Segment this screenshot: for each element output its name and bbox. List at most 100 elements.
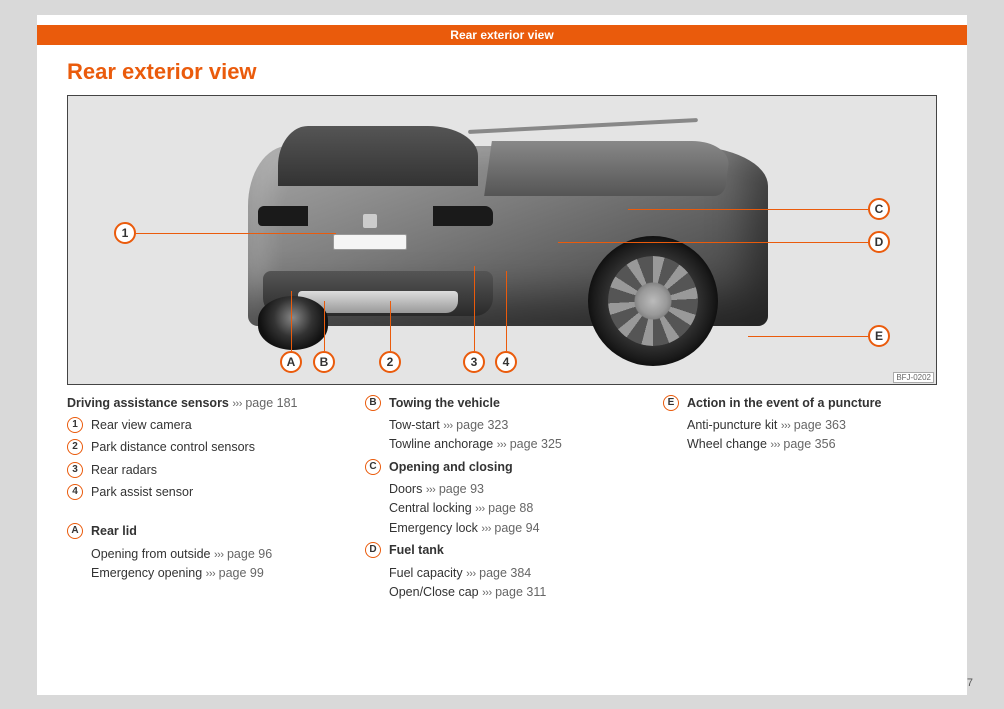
arrows-icon: ››› xyxy=(781,420,791,432)
leader-line xyxy=(506,271,507,351)
callout-B: B xyxy=(313,351,335,373)
page-ref: page 88 xyxy=(488,501,533,515)
section-row: Emergency opening ››› page 99 xyxy=(67,564,341,583)
section-D: D Fuel tank xyxy=(365,541,639,560)
heading-text: Driving assistance sensors xyxy=(67,396,229,410)
section-row: Tow-start ››› page 323 xyxy=(365,416,639,435)
page-ref: page 356 xyxy=(783,437,835,451)
page-ref: page 311 xyxy=(495,585,546,599)
page-ref: page 363 xyxy=(794,418,846,432)
section-row: Central locking ››› page 88 xyxy=(365,499,639,518)
section-row: Opening from outside ››› page 96 xyxy=(67,545,341,564)
list-item: 4 Park assist sensor xyxy=(67,483,341,502)
marker-icon: 1 xyxy=(67,417,83,433)
section-title: Fuel tank xyxy=(389,541,639,560)
section-title: Opening and closing xyxy=(389,458,639,477)
row-label: Emergency lock xyxy=(389,521,478,535)
marker-icon: B xyxy=(365,395,381,411)
section-title: Rear lid xyxy=(91,522,341,541)
arrows-icon: ››› xyxy=(770,439,780,451)
callout-A: A xyxy=(280,351,302,373)
page-ref: page 323 xyxy=(456,418,508,432)
column-2: B Towing the vehicle Tow-start ››› page … xyxy=(365,391,639,603)
marker-icon: D xyxy=(365,542,381,558)
leader-line xyxy=(324,301,325,351)
page-title: Rear exterior view xyxy=(67,59,937,85)
section-A: A Rear lid xyxy=(67,522,341,541)
page-ref: page 325 xyxy=(510,437,562,451)
leader-line xyxy=(390,301,391,351)
section-row: Open/Close cap ››› page 311 xyxy=(365,583,639,602)
arrows-icon: ››› xyxy=(466,568,476,580)
list-item: 2 Park distance control sensors xyxy=(67,438,341,457)
content-columns: Driving assistance sensors ››› page 181 … xyxy=(67,391,937,603)
row-label: Towline anchorage xyxy=(389,437,493,451)
figure-code: BFJ-0202 xyxy=(893,372,934,383)
callout-3: 3 xyxy=(463,351,485,373)
item-label: Park assist sensor xyxy=(91,483,341,502)
page-ref: page 94 xyxy=(494,521,539,535)
arrows-icon: ››› xyxy=(482,587,492,599)
figure: 1 A B 2 3 4 C D E BFJ-0202 xyxy=(67,95,937,385)
car-illustration xyxy=(228,116,788,346)
page-ref: page 93 xyxy=(439,482,484,496)
callout-2: 2 xyxy=(379,351,401,373)
marker-icon: C xyxy=(365,459,381,475)
section-row: Wheel change ››› page 356 xyxy=(663,435,937,454)
callout-1: 1 xyxy=(114,222,136,244)
section-B: B Towing the vehicle xyxy=(365,394,639,413)
section-row: Doors ››› page 93 xyxy=(365,480,639,499)
list-item: 3 Rear radars xyxy=(67,461,341,480)
row-label: Fuel capacity xyxy=(389,566,463,580)
leader-line xyxy=(136,233,336,234)
section-row: Towline anchorage ››› page 325 xyxy=(365,435,639,454)
leader-line xyxy=(291,291,292,351)
section-title: Towing the vehicle xyxy=(389,394,639,413)
section-row: Fuel capacity ››› page 384 xyxy=(365,564,639,583)
leader-line xyxy=(558,242,868,243)
marker-icon: E xyxy=(663,395,679,411)
column-1: Driving assistance sensors ››› page 181 … xyxy=(67,391,341,603)
page-ref: page 96 xyxy=(227,547,272,561)
leader-line xyxy=(748,336,868,337)
arrows-icon: ››› xyxy=(481,523,491,535)
row-label: Tow-start xyxy=(389,418,440,432)
row-label: Wheel change xyxy=(687,437,767,451)
section-heading: Driving assistance sensors ››› page 181 xyxy=(67,394,341,413)
list-item: 1 Rear view camera xyxy=(67,416,341,435)
header-bar: Rear exterior view xyxy=(37,25,967,45)
manual-page: Rear exterior view Rear exterior view 1 … xyxy=(37,15,967,695)
item-label: Park distance control sensors xyxy=(91,438,341,457)
row-label: Anti-puncture kit xyxy=(687,418,777,432)
section-E: E Action in the event of a puncture xyxy=(663,394,937,413)
row-label: Central locking xyxy=(389,501,472,515)
leader-line xyxy=(628,209,868,210)
arrows-icon: ››› xyxy=(232,398,242,410)
row-label: Doors xyxy=(389,482,422,496)
callout-C: C xyxy=(868,198,890,220)
marker-icon: 3 xyxy=(67,462,83,478)
callout-D: D xyxy=(868,231,890,253)
marker-icon: 4 xyxy=(67,484,83,500)
page-ref: page 384 xyxy=(479,566,531,580)
marker-icon: 2 xyxy=(67,439,83,455)
arrows-icon: ››› xyxy=(475,503,485,515)
column-3: E Action in the event of a puncture Anti… xyxy=(663,391,937,603)
row-label: Open/Close cap xyxy=(389,585,479,599)
section-title: Action in the event of a puncture xyxy=(687,394,937,413)
leader-line xyxy=(474,266,475,351)
item-label: Rear radars xyxy=(91,461,341,480)
arrows-icon: ››› xyxy=(426,484,436,496)
section-row: Emergency lock ››› page 94 xyxy=(365,519,639,538)
page-number: 7 xyxy=(967,677,973,689)
row-label: Emergency opening xyxy=(91,566,202,580)
arrows-icon: ››› xyxy=(443,420,453,432)
arrows-icon: ››› xyxy=(206,568,216,580)
section-row: Anti-puncture kit ››› page 363 xyxy=(663,416,937,435)
row-label: Opening from outside xyxy=(91,547,211,561)
callout-4: 4 xyxy=(495,351,517,373)
page-ref: page 99 xyxy=(219,566,264,580)
section-C: C Opening and closing xyxy=(365,458,639,477)
page-ref: page 181 xyxy=(245,396,297,410)
marker-icon: A xyxy=(67,523,83,539)
